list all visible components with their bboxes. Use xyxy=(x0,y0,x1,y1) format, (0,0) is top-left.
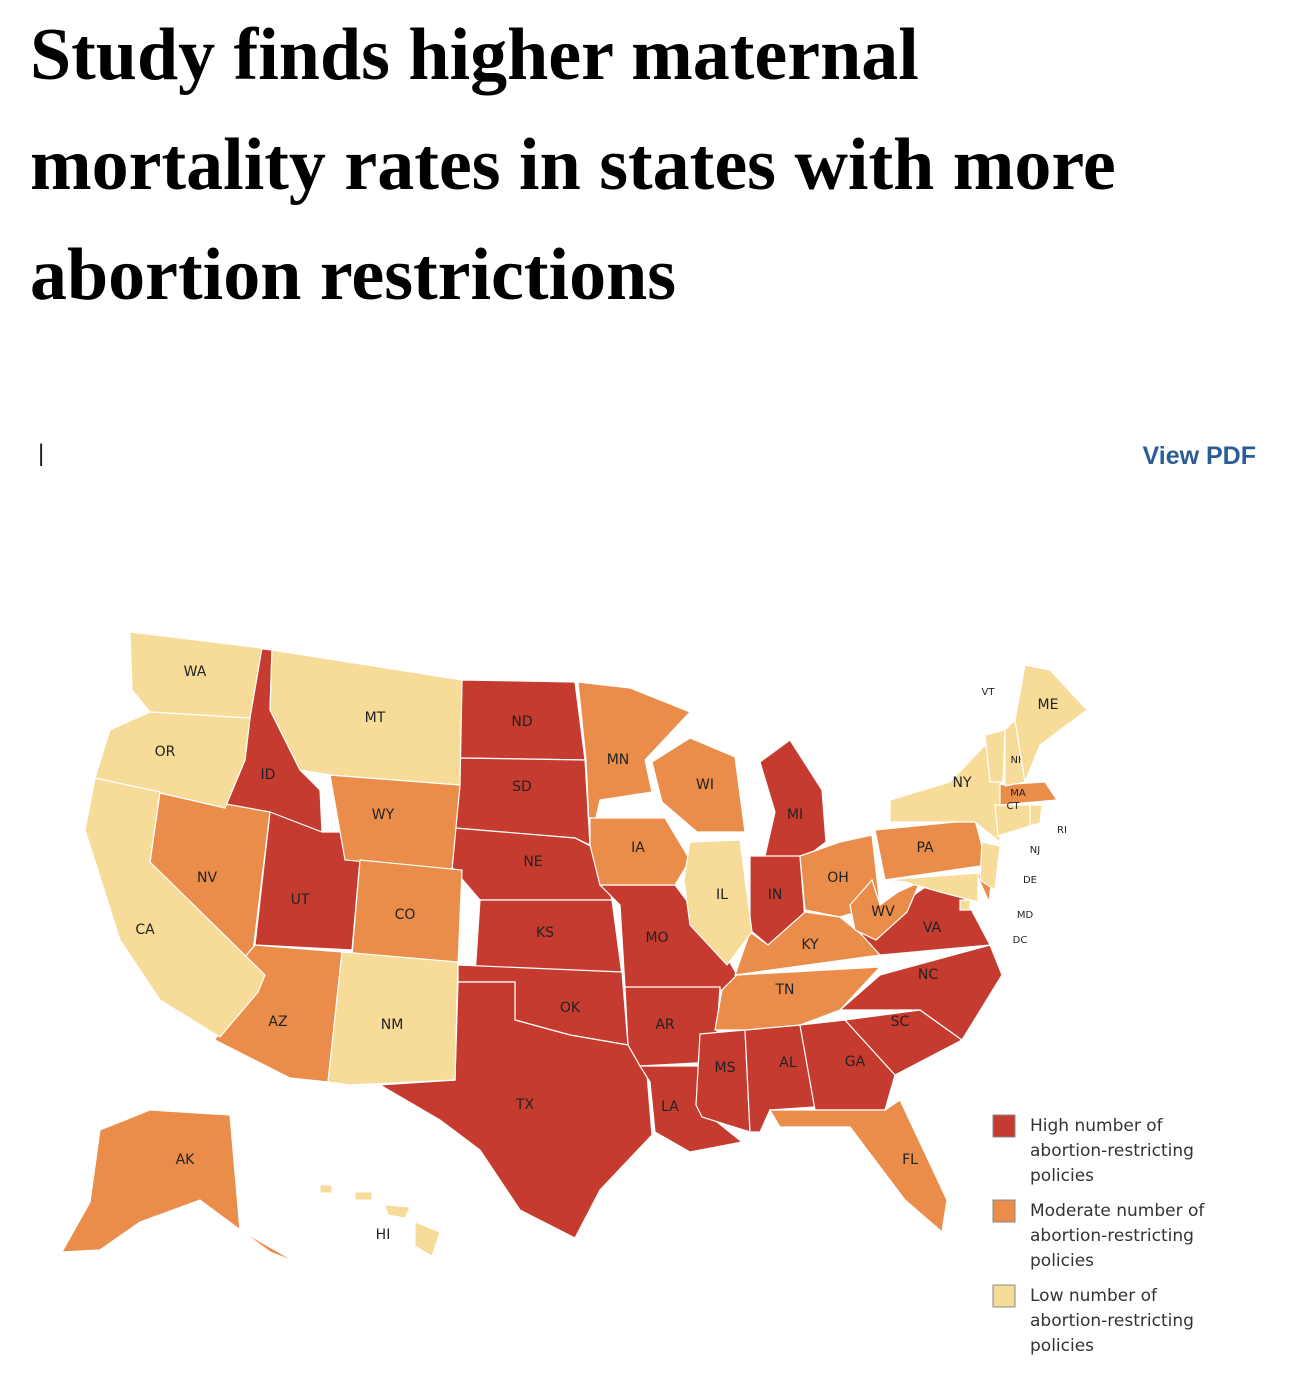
state-shape xyxy=(354,1191,373,1201)
state-label: KY xyxy=(801,937,819,953)
legend-label: policies xyxy=(1030,1251,1094,1271)
state-shape xyxy=(838,944,1003,1041)
state-shape xyxy=(1014,664,1088,785)
legend-label: policies xyxy=(1030,1166,1094,1186)
state-shape xyxy=(683,839,753,966)
state-label: ND xyxy=(511,714,532,730)
state-label: NJ xyxy=(1030,845,1040,856)
state-label: MD xyxy=(1017,910,1034,921)
state-label: IL xyxy=(716,887,728,903)
state-label: MN xyxy=(607,752,630,768)
state-label: TN xyxy=(774,982,794,998)
state-label: CT xyxy=(1006,801,1020,812)
legend-label: abortion-restricting xyxy=(1030,1226,1194,1246)
state-shape xyxy=(384,1204,411,1219)
state-shape xyxy=(269,649,463,786)
legend-swatch xyxy=(992,1114,1016,1138)
state-label: MI xyxy=(787,807,803,823)
state-label: IA xyxy=(631,840,645,856)
state-shape xyxy=(884,872,979,903)
state-label: MO xyxy=(645,930,668,946)
state-shape xyxy=(94,711,251,809)
state-label: AZ xyxy=(268,1014,287,1030)
state-label: AR xyxy=(655,1017,675,1033)
state-label: AL xyxy=(779,1055,797,1071)
state-shape xyxy=(577,681,692,846)
byline-separator: | xyxy=(38,440,45,467)
state-label: NY xyxy=(952,775,971,791)
state-label: FL xyxy=(902,1152,918,1168)
state-label: MA xyxy=(1010,788,1026,799)
state-label: NM xyxy=(381,1017,404,1033)
state-shape xyxy=(768,1099,948,1234)
state-label: OH xyxy=(827,870,849,886)
state-label: DE xyxy=(1023,875,1037,886)
state-label: KS xyxy=(536,925,554,941)
state-label: VA xyxy=(923,920,942,936)
state-shape xyxy=(624,986,721,1067)
state-shape xyxy=(651,737,746,833)
state-shape xyxy=(414,1221,441,1257)
state-label: DC xyxy=(1013,935,1028,946)
state-label: NH xyxy=(1011,755,1026,766)
state-label: SC xyxy=(891,1014,910,1030)
view-pdf-link[interactable]: View PDF xyxy=(1142,442,1256,470)
state-label: RI xyxy=(1057,825,1067,836)
legend-label: High number of xyxy=(1030,1116,1164,1136)
state-shape xyxy=(1029,804,1043,827)
state-label: CO xyxy=(395,907,416,923)
legend-label: Low number of xyxy=(1030,1286,1158,1306)
state-shape xyxy=(378,981,653,1239)
state-label: WA xyxy=(184,664,207,680)
legend-label: policies xyxy=(1030,1336,1094,1356)
state-label: WV xyxy=(871,904,895,920)
state-shape xyxy=(734,911,882,976)
legend-swatch xyxy=(992,1284,1016,1308)
state-label: SD xyxy=(512,779,532,795)
state-label: NV xyxy=(197,870,217,886)
legend-label: abortion-restricting xyxy=(1030,1311,1194,1331)
state-label: AK xyxy=(176,1152,196,1168)
state-label: ME xyxy=(1038,697,1059,713)
state-label: WI xyxy=(696,777,714,793)
state-shape xyxy=(695,1029,751,1133)
state-shape xyxy=(984,729,1006,783)
state-shape xyxy=(319,1184,333,1194)
state-shape xyxy=(84,777,266,1038)
state-label: VT xyxy=(982,687,996,698)
state-label: ID xyxy=(261,767,276,783)
legend-label: Moderate number of xyxy=(1030,1201,1205,1221)
state-shape xyxy=(759,739,827,859)
state-shape xyxy=(589,817,691,886)
state-label: UT xyxy=(291,892,310,908)
state-label: MS xyxy=(715,1060,736,1076)
state-label: OR xyxy=(155,744,176,760)
state-shape xyxy=(799,1019,896,1111)
state-shape xyxy=(60,1109,297,1263)
state-shape xyxy=(329,774,461,871)
state-shape xyxy=(979,841,1001,892)
state-label: OK xyxy=(560,1000,581,1016)
state-shape xyxy=(959,899,971,911)
state-label: HI xyxy=(376,1227,391,1243)
state-shape xyxy=(714,966,882,1031)
state-label: NC xyxy=(918,967,938,983)
state-shape xyxy=(327,951,459,1086)
state-shape xyxy=(994,781,1059,806)
state-label: IN xyxy=(768,887,783,903)
legend-label: abortion-restricting xyxy=(1030,1141,1194,1161)
state-label: NE xyxy=(523,854,542,870)
state-shape xyxy=(849,878,922,941)
state-label: WY xyxy=(372,807,395,823)
headline: Study finds higher maternal mortality ra… xyxy=(30,14,1116,316)
state-label: TX xyxy=(515,1097,535,1113)
state-label: GA xyxy=(845,1054,866,1070)
state-label: CA xyxy=(135,922,155,938)
legend-swatch xyxy=(992,1199,1016,1223)
state-label: LA xyxy=(661,1099,679,1115)
state-label: PA xyxy=(916,840,934,856)
state-label: MT xyxy=(365,710,386,726)
